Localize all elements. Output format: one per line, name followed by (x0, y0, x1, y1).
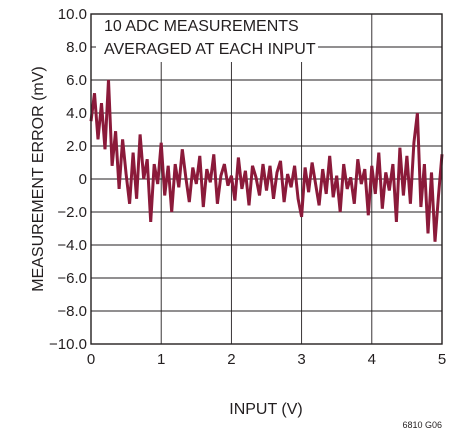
x-axis-title: INPUT (V) (229, 401, 302, 418)
y-tick-label: 10.0 (58, 6, 87, 23)
y-tick-label: −8.0 (57, 303, 87, 320)
y-tick-label: 2.0 (66, 138, 87, 155)
y-tick-label: 8.0 (66, 39, 87, 56)
series-line (89, 79, 444, 242)
y-tick-label: −6.0 (57, 270, 87, 287)
x-tick-label: 4 (368, 351, 376, 368)
y-tick-label: 4.0 (66, 105, 87, 122)
figure-code: 6810 G06 (402, 420, 442, 430)
x-tick-label: 5 (438, 351, 446, 368)
y-tick-label: 6.0 (66, 72, 87, 89)
x-tick-labels: 0 1 2 3 4 5 (87, 351, 446, 368)
x-tick-label: 0 (87, 351, 95, 368)
y-tick-label: −2.0 (57, 204, 87, 221)
annotation-line-2: AVERAGED AT EACH INPUT (104, 41, 316, 58)
annotation-mask (96, 10, 318, 62)
y-tick-label: −10.0 (49, 336, 87, 353)
y-tick-label: −4.0 (57, 237, 87, 254)
y-tick-labels: 10.0 8.0 6.0 4.0 2.0 0 −2.0 −4.0 −6.0 −8.0 −10.0 (49, 6, 87, 353)
x-tick-label: 3 (297, 351, 305, 368)
annotation-line-1: 10 ADC MEASUREMENTS (104, 18, 299, 35)
plot-frame (90, 13, 443, 345)
x-tick-label: 1 (157, 351, 165, 368)
y-tick-label: 0 (79, 171, 87, 188)
x-tick-label: 2 (227, 351, 235, 368)
y-axis-title: MEASUREMENT ERROR (mV) (30, 66, 47, 292)
